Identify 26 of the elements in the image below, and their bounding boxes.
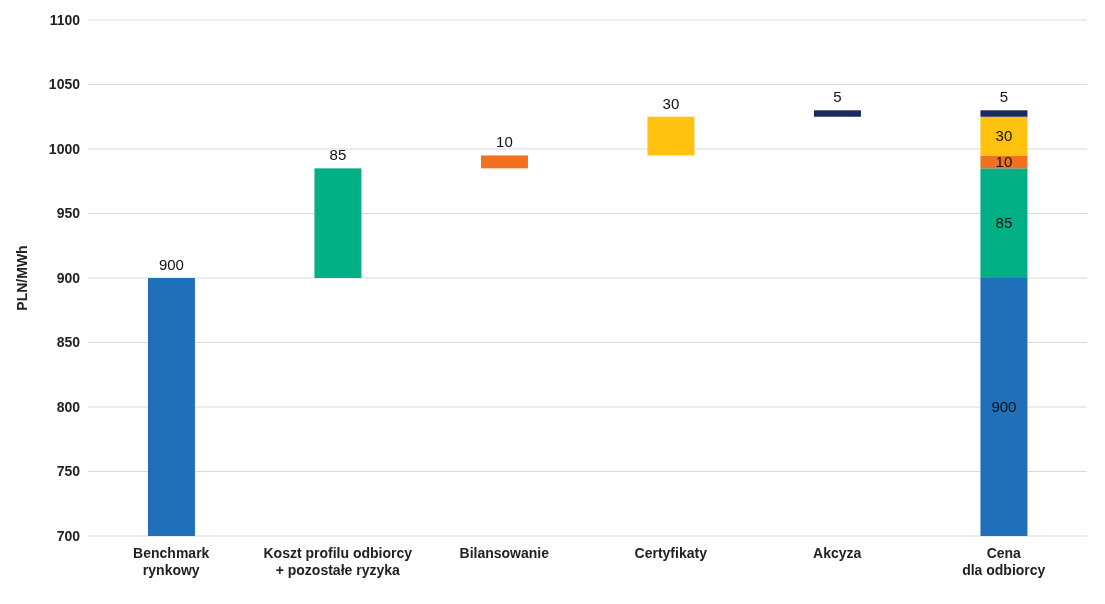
data-label: 5 bbox=[999, 88, 1009, 106]
data-label: 10 bbox=[496, 133, 513, 151]
data-label: 5 bbox=[833, 88, 842, 106]
x-tick-label: Benchmark rynkowy bbox=[133, 545, 210, 578]
y-tick-label: 1050 bbox=[48, 76, 81, 93]
x-tick-label: Cena dla odbiorcy bbox=[962, 545, 1046, 578]
x-tick-label: Certyfikaty bbox=[634, 545, 708, 561]
y-tick-label: 900 bbox=[56, 269, 81, 286]
y-tick-label: 850 bbox=[56, 334, 81, 351]
x-tick-label: Koszt profilu odbiorcy + pozostałe ryzyka bbox=[263, 545, 413, 578]
data-label: 30 bbox=[995, 127, 1013, 145]
y-axis-title: PLN/MWh bbox=[13, 245, 30, 311]
y-tick-label: 800 bbox=[56, 398, 81, 415]
data-label: 85 bbox=[329, 146, 347, 164]
y-tick-label: 750 bbox=[56, 463, 81, 480]
y-tick-label: 700 bbox=[56, 527, 81, 544]
x-tick-label: Akcyza bbox=[813, 545, 862, 561]
data-label: 900 bbox=[158, 256, 184, 273]
data-label: 30 bbox=[662, 94, 680, 112]
x-tick-label: Bilansowanie bbox=[459, 545, 550, 561]
data-label: 10 bbox=[995, 152, 1013, 170]
y-tick-label: 1000 bbox=[48, 140, 81, 157]
y-tick-label: 950 bbox=[56, 205, 81, 222]
data-label: 85 bbox=[995, 214, 1013, 232]
data-label: 900 bbox=[991, 398, 1017, 415]
y-tick-label: 1100 bbox=[49, 11, 81, 28]
